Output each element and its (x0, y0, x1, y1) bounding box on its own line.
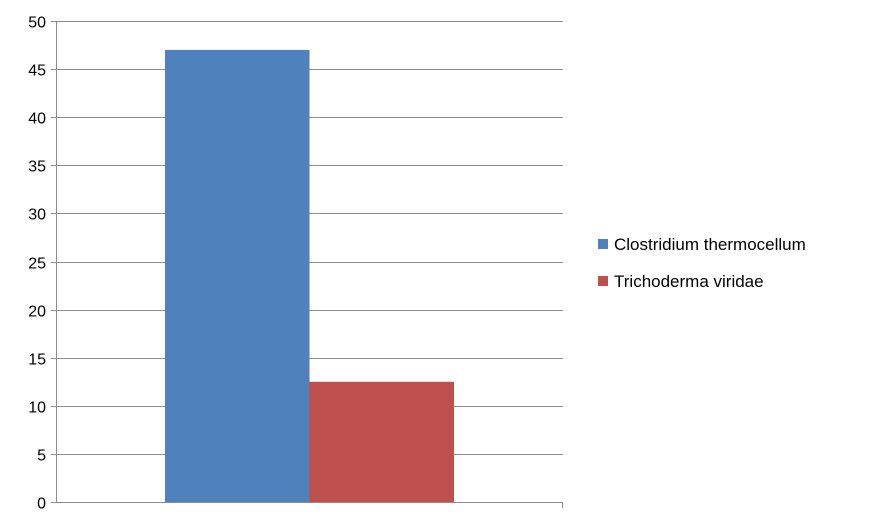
bar-trichoderma-viridae (309, 381, 454, 503)
y-tick-label: 10 (28, 400, 46, 417)
y-tick-label: 20 (28, 304, 46, 321)
legend-label: Trichoderma viridae (614, 272, 764, 291)
y-axis-ticks: 0 5 10 15 20 25 30 35 40 45 50 (28, 15, 56, 512)
y-tick-label: 0 (37, 496, 46, 512)
y-tick-label: 45 (28, 63, 46, 80)
y-tick-label: 5 (37, 448, 46, 465)
legend: Clostridium thermocellum Trichoderma viri… (598, 235, 806, 291)
y-tick-label: 50 (28, 15, 46, 32)
legend-label: Clostridium thermocellum (614, 235, 806, 254)
y-tick-label: 35 (28, 159, 46, 176)
legend-swatch (598, 239, 608, 249)
y-tick-label: 30 (28, 207, 46, 224)
y-tick-label: 40 (28, 111, 46, 128)
bar-clostridium-thermocellum (165, 49, 310, 503)
axes (56, 21, 563, 508)
bars (165, 49, 454, 503)
y-tick-label: 25 (28, 256, 46, 273)
legend-swatch (598, 276, 608, 286)
y-tick-label: 15 (28, 352, 46, 369)
